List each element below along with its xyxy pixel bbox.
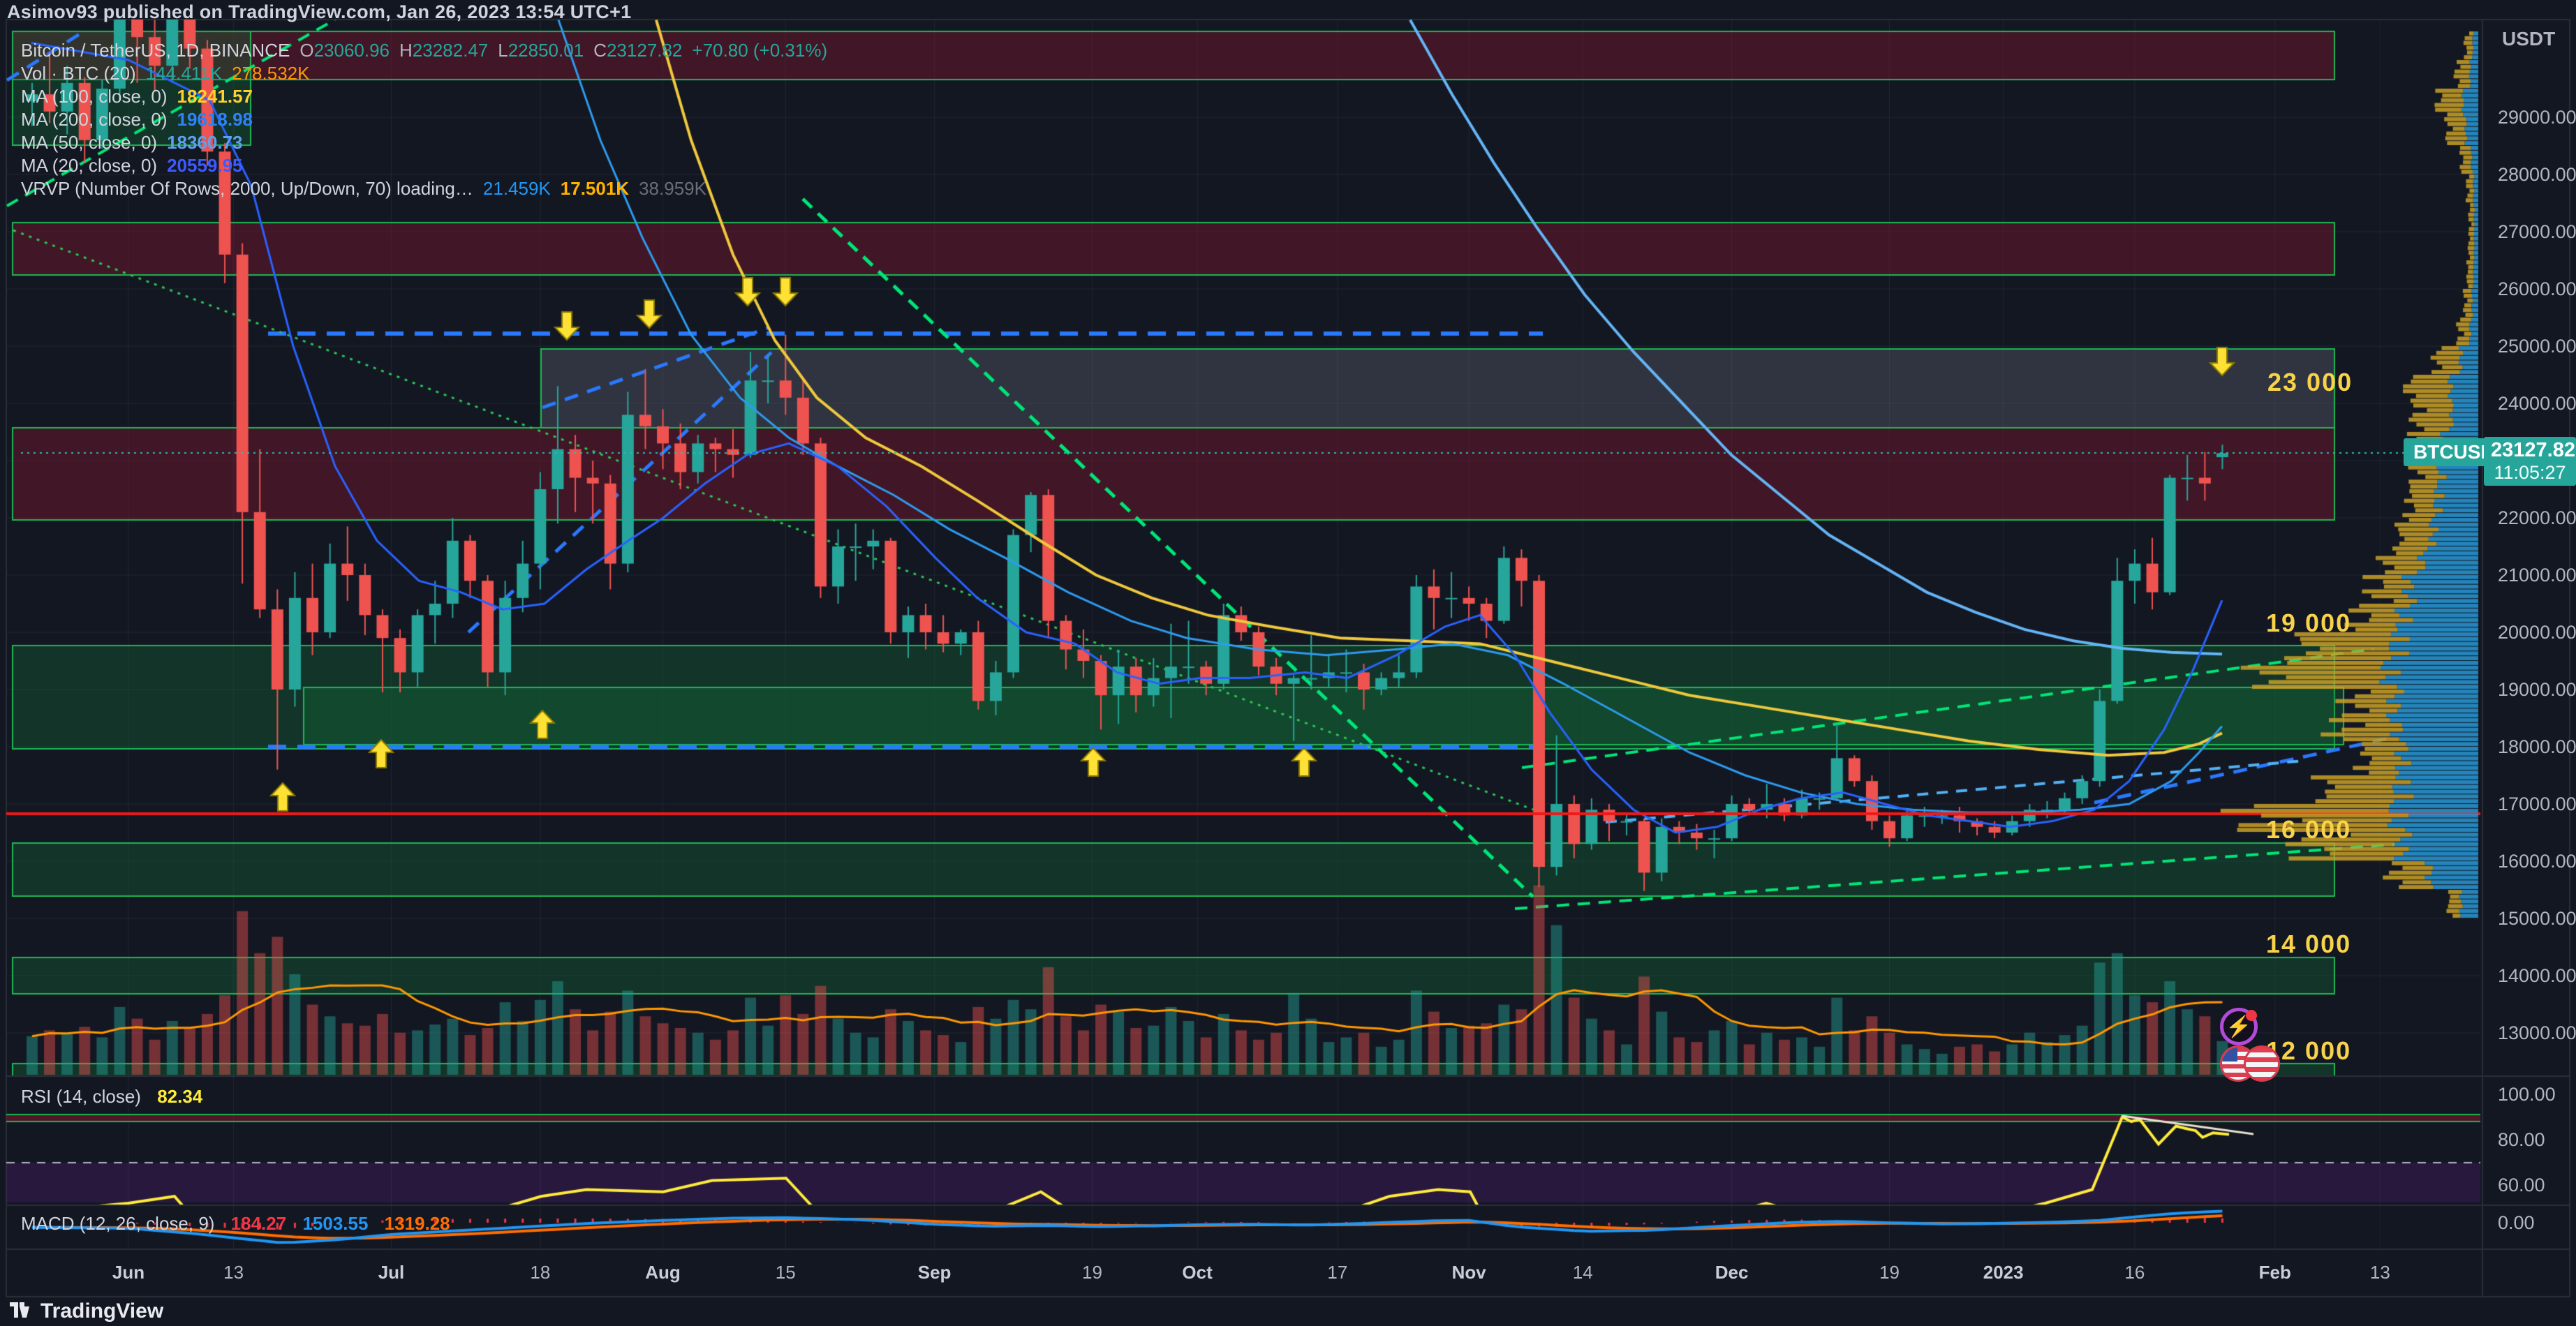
time-tick-Oct[interactable]: Oct — [1182, 1262, 1213, 1283]
ohlc-high: 23282.47 — [412, 40, 489, 61]
legend-ma-row[interactable]: MA (200, close, 0) 19618.98 — [21, 108, 827, 131]
notification-dot — [2246, 1010, 2257, 1021]
publisher-line: Asimov93 published on TradingView.com, J… — [7, 1, 632, 22]
time-tick-Feb[interactable]: Feb — [2258, 1262, 2291, 1283]
ma-label: MA (200, close, 0) — [21, 109, 168, 130]
price-tick[interactable]: 15000.00 — [2498, 908, 2576, 929]
price-tick[interactable]: 20000.00 — [2498, 622, 2576, 643]
time-tick-19[interactable]: 19 — [1082, 1262, 1102, 1283]
price-tick[interactable]: 16000.00 — [2498, 851, 2576, 872]
vrvp-label: VRVP (Number Of Rows, 2000, Up/Down, 70)… — [21, 178, 473, 199]
price-axis-currency[interactable]: USDT — [2502, 28, 2556, 50]
time-tick-18[interactable]: 18 — [530, 1262, 551, 1283]
price-annotation: 23 000 — [2267, 368, 2353, 396]
time-tick-13[interactable]: 13 — [223, 1262, 244, 1283]
time-tick-17[interactable]: 17 — [1327, 1262, 1348, 1283]
macd-line-value: 1503.55 — [302, 1213, 369, 1234]
ma-label: MA (100, close, 0) — [21, 86, 168, 107]
price-tick[interactable]: 13000.00 — [2498, 1022, 2576, 1043]
rsi-tick[interactable]: 60.00 — [2498, 1175, 2545, 1195]
tradingview-logo[interactable]: TradingView — [10, 1299, 163, 1323]
volume-current: 144.411K — [145, 63, 223, 84]
ohlc-low-label: L — [498, 40, 508, 61]
ohlc-change: +70.80 (+0.31%) — [692, 40, 828, 61]
symbol-legend[interactable]: Bitcoin / TetherUS, 1D, BINANCE O23060.96… — [21, 39, 827, 200]
time-tick-Nov[interactable]: Nov — [1451, 1262, 1486, 1283]
symbol-price-flag[interactable]: BTCUSDT — [2404, 438, 2507, 466]
ma-value: 20559.95 — [167, 155, 243, 176]
time-tick-14[interactable]: 14 — [1572, 1262, 1593, 1283]
legend-ma-row[interactable]: MA (50, close, 0) 18360.73 — [21, 131, 827, 154]
ohlc-close-label: C — [593, 40, 607, 61]
price-tick[interactable]: 18000.00 — [2498, 736, 2576, 757]
ma-value: 18241.57 — [177, 86, 253, 107]
macd-hist-value: 184.27 — [230, 1213, 287, 1234]
time-tick-Jul[interactable]: Jul — [378, 1262, 405, 1283]
last-price-value: 23127.82 — [2491, 439, 2575, 461]
price-tick[interactable]: 28000.00 — [2498, 164, 2576, 185]
time-tick-Aug[interactable]: Aug — [645, 1262, 681, 1283]
vrvp-down-value: 17.501K — [560, 178, 630, 199]
time-tick-13[interactable]: 13 — [2369, 1262, 2390, 1283]
ohlc-open: 23060.96 — [313, 40, 390, 61]
bar-countdown: 11:05:27 — [2494, 462, 2566, 483]
ohlc-close: 23127.82 — [606, 40, 683, 61]
rsi-legend[interactable]: RSI (14, close) 82.34 — [21, 1086, 202, 1108]
ohlc-open-label: O — [299, 40, 314, 61]
vrvp-total-value: 38.959K — [639, 178, 706, 199]
last-price-label[interactable]: 23127.82 11:05:27 — [2484, 437, 2576, 486]
volume-ma: 278.532K — [232, 63, 310, 84]
price-annotation: 19 000 — [2266, 609, 2352, 637]
legend-title-row[interactable]: Bitcoin / TetherUS, 1D, BINANCE O23060.96… — [21, 39, 827, 62]
price-tick[interactable]: 27000.00 — [2498, 221, 2576, 242]
rsi-tick[interactable]: 100.00 — [2498, 1084, 2556, 1105]
ma-value: 19618.98 — [177, 109, 253, 130]
vrvp-up-value: 21.459K — [482, 178, 551, 199]
macd-signal-value: 1319.28 — [384, 1213, 450, 1234]
ma-label: MA (50, close, 0) — [21, 132, 158, 153]
price-annotation: 12 000 — [2266, 1036, 2352, 1065]
rsi-value: 82.34 — [157, 1086, 203, 1107]
time-tick-15[interactable]: 15 — [775, 1262, 796, 1283]
price-tick[interactable]: 19000.00 — [2498, 679, 2576, 700]
tradingview-logo-icon — [10, 1302, 29, 1318]
symbol-name: Bitcoin / TetherUS, 1D, BINANCE — [21, 40, 290, 61]
macd-legend[interactable]: MACD (12, 26, close, 9) 184.27 1503.55 1… — [21, 1213, 450, 1235]
time-tick-Jun[interactable]: Jun — [112, 1262, 145, 1283]
time-tick-Dec[interactable]: Dec — [1715, 1262, 1749, 1283]
red-flag-icon[interactable] — [2244, 1045, 2280, 1082]
rsi-tick[interactable]: 80.00 — [2498, 1129, 2545, 1150]
legend-volume-row[interactable]: Vol · BTC (20) 144.411K 278.532K — [21, 62, 827, 85]
legend-ma-row[interactable]: MA (20, close, 0) 20559.95 — [21, 154, 827, 177]
time-tick-2023[interactable]: 2023 — [1983, 1262, 2024, 1283]
price-tick[interactable]: 25000.00 — [2498, 336, 2576, 357]
ma-label: MA (20, close, 0) — [21, 155, 158, 176]
legend-vrvp-row[interactable]: VRVP (Number Of Rows, 2000, Up/Down, 70)… — [21, 177, 827, 200]
macd-tick[interactable]: 0.00 — [2498, 1212, 2535, 1233]
time-tick-19[interactable]: 19 — [1879, 1262, 1900, 1283]
price-tick[interactable]: 14000.00 — [2498, 965, 2576, 986]
ohlc-high-label: H — [399, 40, 413, 61]
lightning-icon[interactable]: ⚡ — [2220, 1008, 2258, 1045]
price-tick[interactable]: 22000.00 — [2498, 507, 2576, 528]
price-tick[interactable]: 17000.00 — [2498, 794, 2576, 814]
volume-label: Vol · BTC (20) — [21, 63, 136, 84]
time-tick-16[interactable]: 16 — [2124, 1262, 2145, 1283]
price-annotation: 14 000 — [2266, 930, 2352, 958]
legend-ma-row[interactable]: MA (100, close, 0) 18241.57 — [21, 85, 827, 108]
time-tick-Sep[interactable]: Sep — [917, 1262, 952, 1283]
ma-value: 18360.73 — [167, 132, 243, 153]
tradingview-logo-text: TradingView — [40, 1299, 164, 1323]
price-tick[interactable]: 24000.00 — [2498, 393, 2576, 414]
price-tick[interactable]: 26000.00 — [2498, 278, 2576, 299]
rsi-label: RSI (14, close) — [21, 1086, 141, 1107]
price-tick[interactable]: 29000.00 — [2498, 107, 2576, 128]
price-annotation: 16 000 — [2266, 815, 2352, 844]
price-tick[interactable]: 21000.00 — [2498, 565, 2576, 586]
ohlc-low: 22850.01 — [508, 40, 584, 61]
macd-label: MACD (12, 26, close, 9) — [21, 1213, 215, 1234]
